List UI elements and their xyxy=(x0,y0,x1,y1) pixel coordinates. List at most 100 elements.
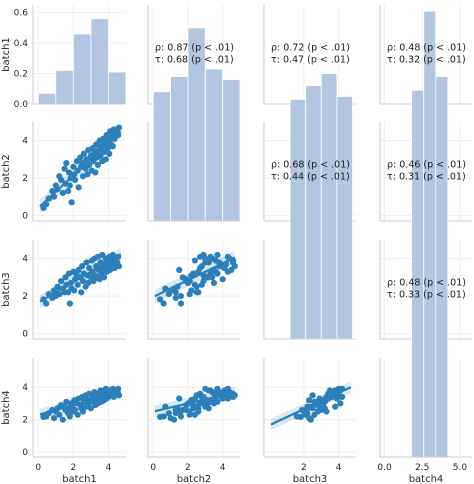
point-r3-c1-9 xyxy=(170,416,178,423)
point-r3-c1-15 xyxy=(177,413,185,420)
ylabel-batch4: batch4 xyxy=(1,390,12,425)
point-r3-c0-20 xyxy=(72,406,79,414)
xtick-batch4-1: 2.5 xyxy=(415,463,429,473)
point-r1-c0-9 xyxy=(59,189,66,197)
point-r1-c0-42 xyxy=(94,161,102,169)
hist-bar-batch1-4 xyxy=(108,71,127,105)
point-r3-c1-46 xyxy=(214,398,221,405)
point-r3-c1-13 xyxy=(172,410,179,417)
point-r1-c0-55 xyxy=(106,150,113,157)
point-r1-c0-15 xyxy=(66,182,73,189)
point-r3-c2-42 xyxy=(337,400,344,407)
fit-line-r3-c1 xyxy=(154,391,236,413)
xtick-batch4-2: 5.0 xyxy=(453,463,468,473)
point-r3-c2-13 xyxy=(304,410,311,417)
point-r2-c1-46 xyxy=(214,270,221,277)
point-r2-c1-61 xyxy=(221,264,228,272)
xtick-batch1-2: 4 xyxy=(106,463,112,473)
point-r1-c0-23 xyxy=(75,184,82,191)
point-r2-c0-49 xyxy=(100,274,108,281)
point-r1-c0-17 xyxy=(68,199,75,206)
hist-bar-batch2-0 xyxy=(152,91,171,222)
point-r3-c0-4 xyxy=(50,414,58,422)
corr-rho-r2-c3: ρ: 0.48 (p < .01) xyxy=(387,278,466,289)
point-r2-c1-49 xyxy=(209,274,216,281)
hist-bar-batch3-3 xyxy=(336,95,353,340)
ytick-batch2-0: 0 xyxy=(22,211,28,221)
xtick-batch4-0: 0.0 xyxy=(377,463,392,473)
point-r1-c0-20 xyxy=(72,176,79,184)
point-r1-c0-10 xyxy=(61,165,68,172)
point-r1-c0-65 xyxy=(115,124,123,131)
point-r3-c0-7 xyxy=(56,411,63,418)
corr-rho-r1-c2: ρ: 0.68 (p < .01) xyxy=(271,160,350,171)
point-r2-c0-27 xyxy=(79,277,87,285)
point-r3-c1-25 xyxy=(195,405,202,412)
fit-line-r3-c0 xyxy=(39,390,122,416)
point-r1-c0-39 xyxy=(92,169,99,176)
point-r2-c1-65 xyxy=(231,263,238,270)
point-r1-c0-28 xyxy=(80,150,87,157)
corr-rho-r0-c2: ρ: 0.72 (p < .01) xyxy=(271,43,350,54)
point-r2-c0-22 xyxy=(74,281,81,288)
ytick-batch1-3: 0.6 xyxy=(14,9,29,19)
hist-bar-batch1-0 xyxy=(37,92,57,105)
ytick-batch4-2: 4 xyxy=(22,383,28,393)
point-r1-c0-31 xyxy=(84,171,91,178)
point-r2-c1-0 xyxy=(157,296,164,303)
point-r3-c1-51 xyxy=(202,385,209,392)
point-r3-c1-1 xyxy=(160,413,167,420)
ytick-batch1-0: 0.0 xyxy=(14,100,29,110)
xtick-batch2-0: 0 xyxy=(150,463,156,473)
ytick-batch3-1: 2 xyxy=(22,292,28,302)
hist-bar-batch3-1 xyxy=(305,85,322,340)
point-r3-c2-29 xyxy=(309,392,316,399)
xtick-batch1-0: 0 xyxy=(35,463,41,473)
point-r1-c0-14 xyxy=(65,169,73,176)
point-r2-c1-29 xyxy=(193,283,200,290)
hist-bar-batch3-0 xyxy=(289,99,307,340)
xtick-batch2-2: 4 xyxy=(220,463,226,473)
ylabel-batch2: batch2 xyxy=(1,154,12,189)
point-r2-c0-8 xyxy=(57,277,65,285)
point-r2-c1-51 xyxy=(202,255,209,262)
point-r2-c0-25 xyxy=(78,289,85,296)
point-r3-c0-27 xyxy=(79,408,87,415)
hist-bar-batch3-2 xyxy=(320,73,338,340)
ytick-batch2-1: 2 xyxy=(22,174,28,184)
ytick-batch4-0: 0 xyxy=(22,448,28,458)
corr-rho-r0-c1: ρ: 0.87 (p < .01) xyxy=(155,43,234,54)
point-r2-c0-32 xyxy=(85,279,92,287)
point-r2-c0-65 xyxy=(115,263,123,270)
corr-tau-r1-c3: τ: 0.31 (p < .01) xyxy=(387,172,466,183)
point-r3-c2-18 xyxy=(323,408,330,415)
point-r3-c1-35 xyxy=(191,395,198,402)
point-r1-c0-12 xyxy=(63,159,70,167)
point-r2-c1-1 xyxy=(160,300,167,307)
point-r3-c0-34 xyxy=(87,405,95,412)
point-r3-c0-64 xyxy=(115,385,122,392)
xtick-batch1-1: 2 xyxy=(70,463,76,473)
ytick-batch1-2: 0.4 xyxy=(14,39,29,49)
point-r2-c1-3 xyxy=(172,294,179,302)
corr-rho-r1-c3: ρ: 0.46 (p < .01) xyxy=(387,160,466,171)
point-r3-c1-27 xyxy=(186,408,193,415)
point-r2-c1-19 xyxy=(188,287,195,294)
xlabel-batch1: batch1 xyxy=(62,474,97,484)
point-r3-c2-9 xyxy=(307,416,314,423)
point-r3-c0-9 xyxy=(59,416,66,423)
hist-bar-batch1-3 xyxy=(90,18,109,105)
ytick-batch1-1: 0.2 xyxy=(14,70,28,80)
point-r2-c1-44 xyxy=(219,276,226,283)
point-r2-c1-35 xyxy=(191,257,198,264)
point-r3-c1-55 xyxy=(207,387,214,394)
hist-bar-batch4-2 xyxy=(435,76,449,458)
corr-tau-r0-c2: τ: 0.47 (p < .01) xyxy=(271,55,350,66)
fit-line-r2-c0 xyxy=(39,253,122,303)
hist-bar-batch4-1 xyxy=(423,10,437,458)
point-r3-c1-64 xyxy=(224,385,231,392)
point-r3-c2-19 xyxy=(306,397,313,404)
xtick-batch3-0: 2 xyxy=(301,463,307,473)
xtick-batch3-1: 4 xyxy=(336,463,342,473)
point-r2-c0-7 xyxy=(56,291,63,298)
